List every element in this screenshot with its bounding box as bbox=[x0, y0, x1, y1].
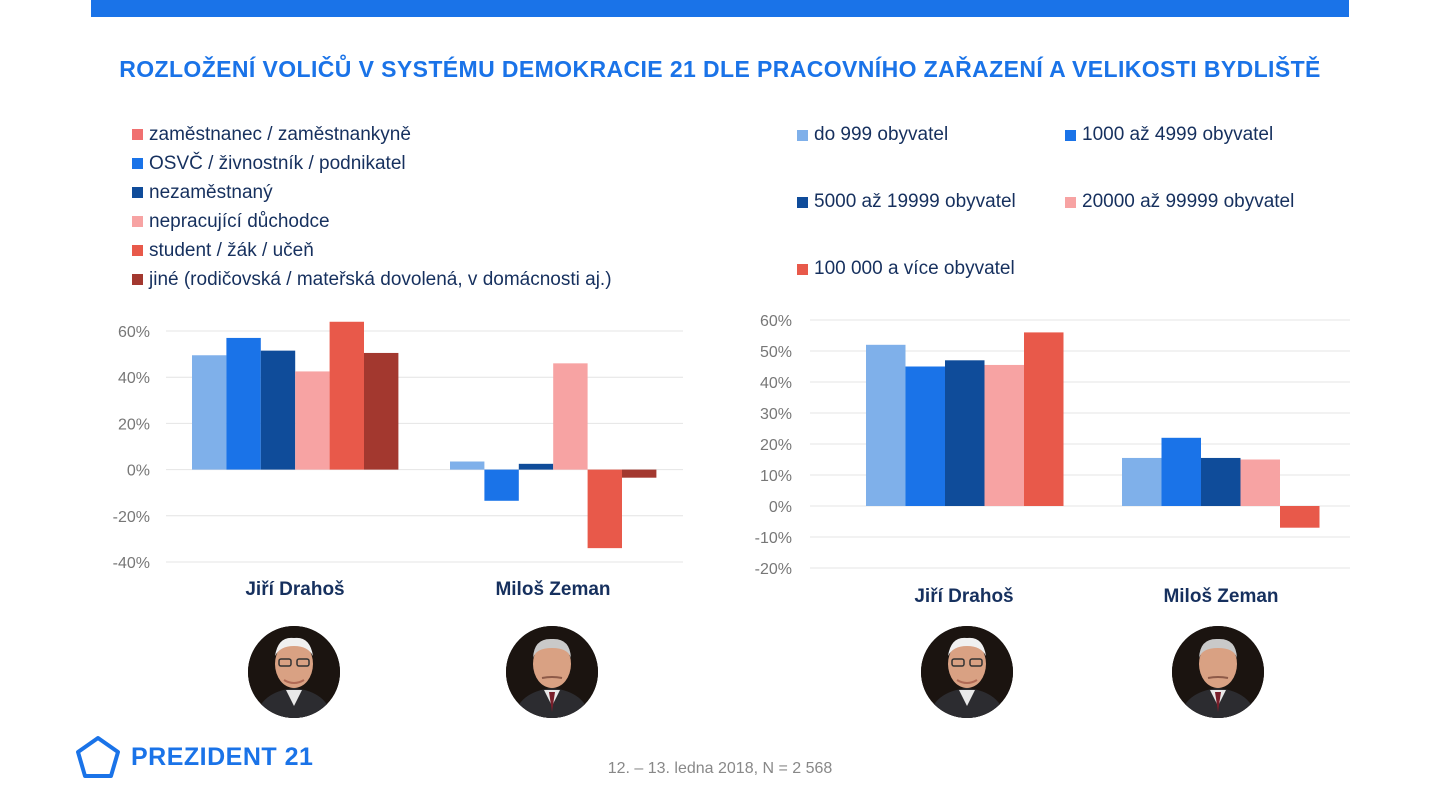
y-tick-label: 20% bbox=[118, 416, 150, 433]
y-tick-label: 60% bbox=[760, 313, 792, 330]
legend-label: nepracující důchodce bbox=[149, 210, 330, 232]
legend-label: nezaměstnaný bbox=[149, 181, 273, 203]
legend-occupation: zaměstnanec / zaměstnankyně OSVČ / živnos… bbox=[132, 120, 612, 294]
legend-label: 1000 až 4999 obyvatel bbox=[1082, 124, 1274, 145]
bar bbox=[1122, 457, 1162, 506]
bar bbox=[260, 350, 296, 470]
bar bbox=[587, 469, 622, 549]
legend-label: do 999 obyvatel bbox=[814, 124, 949, 145]
y-tick-label: -20% bbox=[755, 561, 792, 578]
legend-item: OSVČ / živnostník / podnikatel bbox=[132, 149, 612, 178]
y-tick-label: 0% bbox=[127, 463, 150, 480]
bar bbox=[945, 360, 985, 506]
legend-swatch bbox=[132, 187, 143, 198]
bar bbox=[192, 355, 227, 470]
legend-swatch bbox=[132, 245, 143, 256]
y-tick-label: 30% bbox=[760, 406, 792, 423]
legend-item: 5000 až 19999 obyvatel bbox=[797, 191, 1016, 213]
legend-swatch bbox=[132, 274, 143, 285]
category-label: Jiří Drahoš bbox=[914, 586, 1013, 607]
legend-item: do 999 obyvatel bbox=[797, 124, 948, 146]
legend-label: zaměstnanec / zaměstnankyně bbox=[149, 123, 411, 145]
legend-item: student / žák / učeň bbox=[132, 236, 612, 265]
bar bbox=[1161, 437, 1201, 506]
top-accent-bar bbox=[91, 0, 1349, 17]
bar bbox=[866, 344, 906, 506]
y-tick-label: 40% bbox=[118, 370, 150, 387]
legend-label: student / žák / učeň bbox=[149, 239, 314, 261]
y-tick-label: 60% bbox=[118, 324, 150, 341]
y-tick-label: -10% bbox=[755, 530, 792, 547]
y-tick-label: -20% bbox=[113, 509, 150, 526]
bar bbox=[226, 337, 261, 470]
category-label: Miloš Zeman bbox=[495, 579, 610, 600]
legend-item: 100 000 a více obyvatel bbox=[797, 258, 1015, 280]
category-label: Miloš Zeman bbox=[1163, 586, 1278, 607]
legend-swatch bbox=[132, 129, 143, 140]
bar bbox=[1201, 457, 1241, 506]
legend-item: 1000 až 4999 obyvatel bbox=[1065, 124, 1273, 146]
bar bbox=[518, 463, 554, 470]
footnote: 12. – 13. ledna 2018, N = 2 568 bbox=[607, 760, 833, 777]
brand-logo: PREZIDENT 21 bbox=[75, 735, 313, 779]
category-label: Jiří Drahoš bbox=[245, 579, 344, 600]
page-title: ROZLOŽENÍ VOLIČŮ V SYSTÉMU DEMOKRACIE 21… bbox=[119, 56, 1321, 82]
bar bbox=[553, 363, 588, 470]
bar bbox=[364, 352, 399, 470]
y-tick-label: 10% bbox=[760, 468, 792, 485]
y-tick-label: 40% bbox=[760, 375, 792, 392]
bar bbox=[450, 461, 485, 470]
bar bbox=[622, 469, 657, 478]
bar bbox=[1240, 459, 1280, 506]
bar bbox=[329, 321, 364, 470]
legend-label: jiné (rodičovská / mateřská dovolená, v … bbox=[149, 268, 612, 290]
bar bbox=[984, 364, 1024, 506]
portrait-drahos-left bbox=[248, 626, 340, 718]
legend-swatch bbox=[132, 216, 143, 227]
legend-label: 100 000 a více obyvatel bbox=[814, 258, 1015, 279]
bar bbox=[1024, 332, 1064, 506]
legend-item: 20000 až 99999 obyvatel bbox=[1065, 191, 1294, 213]
bar bbox=[1280, 506, 1320, 528]
legend-item: zaměstnanec / zaměstnankyně bbox=[132, 120, 612, 149]
legend-item: jiné (rodičovská / mateřská dovolená, v … bbox=[132, 265, 612, 294]
y-tick-label: 20% bbox=[760, 437, 792, 454]
legend-item: nezaměstnaný bbox=[132, 178, 612, 207]
legend-label: 5000 až 19999 obyvatel bbox=[814, 191, 1016, 212]
legend-swatch bbox=[1065, 129, 1076, 141]
y-tick-label: 50% bbox=[760, 344, 792, 361]
legend-item: nepracující důchodce bbox=[132, 207, 612, 236]
y-tick-label: -40% bbox=[113, 555, 150, 572]
portrait-drahos-right bbox=[921, 626, 1013, 718]
legend-swatch bbox=[797, 129, 808, 141]
legend-swatch bbox=[132, 158, 143, 169]
bar bbox=[905, 366, 945, 506]
legend-swatch bbox=[1065, 196, 1076, 208]
logo-text: PREZIDENT 21 bbox=[131, 742, 314, 771]
portrait-zeman-right bbox=[1172, 626, 1264, 718]
bar bbox=[295, 371, 330, 470]
legend-swatch bbox=[797, 196, 808, 208]
legend-swatch bbox=[797, 263, 808, 275]
pentagon-icon bbox=[76, 736, 120, 778]
legend-label: 20000 až 99999 obyvatel bbox=[1082, 191, 1295, 212]
bar bbox=[484, 469, 519, 501]
legend-label: OSVČ / živnostník / podnikatel bbox=[149, 152, 406, 174]
y-tick-label: 0% bbox=[769, 499, 792, 516]
portrait-zeman-left bbox=[506, 626, 598, 718]
